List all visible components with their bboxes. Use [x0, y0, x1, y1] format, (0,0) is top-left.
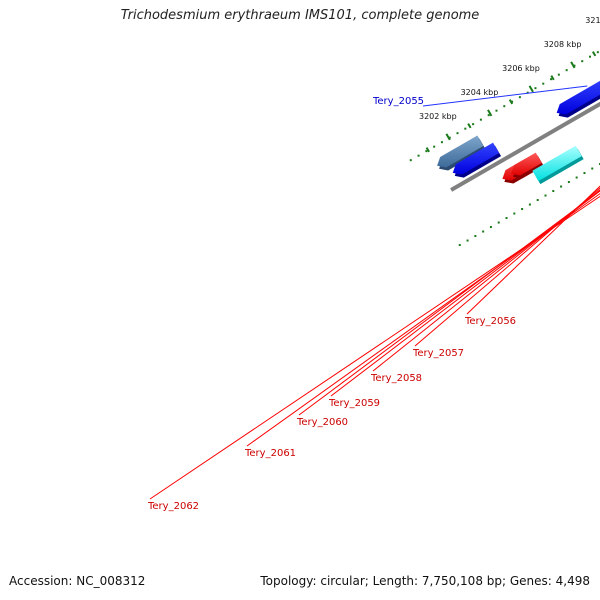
scale-dot: [464, 127, 467, 130]
scale-dot: [472, 123, 475, 126]
scale-dot: [479, 118, 482, 121]
gene-label-tery-2059: Tery_2059: [328, 398, 380, 409]
gene-leader-line: [298, 190, 600, 416]
gene-leader-line: [422, 85, 588, 107]
gene-label-tery-2055: Tery_2055: [372, 96, 424, 107]
gene-label-tery-2061: Tery_2061: [244, 448, 296, 459]
scale-dot: [487, 114, 490, 117]
scale-dot: [552, 190, 555, 193]
scale-dot: [482, 230, 485, 233]
feature-body: [556, 80, 600, 115]
kbp-minor-tick: [425, 147, 430, 153]
kbp-scale: 3202 kbp 3204 kbp 3206 kbp 3208 kbp 3210 kbp…: [419, 16, 600, 153]
scale-dot: [589, 55, 592, 58]
scale-dot: [503, 105, 506, 108]
feature-body: [452, 142, 500, 175]
feature-reverse-topright: [452, 142, 502, 178]
match-cyan-topright: [532, 145, 584, 185]
scale-dot: [534, 87, 537, 90]
scale-dot: [581, 60, 584, 63]
scale-dot: [596, 51, 599, 54]
scale-dot: [560, 185, 563, 188]
scale-dot: [466, 239, 469, 242]
scale-dot: [544, 194, 547, 197]
gene-label-tery-2057: Tery_2057: [412, 348, 464, 359]
scale-dot: [409, 159, 412, 162]
feature-body: [532, 145, 582, 182]
scale-dot: [505, 217, 508, 220]
scale-dot: [417, 154, 420, 157]
feature-red-topright-2: [511, 152, 544, 179]
scale-dot: [458, 244, 461, 247]
gene-leader-line: [246, 193, 600, 447]
kbp-minor-tick: [508, 99, 514, 105]
ring-layer: [409, 51, 600, 247]
scale-dot: [536, 199, 539, 202]
gene-leader-line: [330, 190, 600, 397]
scale-dot: [474, 235, 477, 238]
scale-dot: [513, 212, 516, 215]
gene-label-layer: Tery_2055 Tery_2056 Tery_2057 Tery_2058 Tery…: [147, 85, 600, 512]
scale-dot: [542, 82, 545, 85]
kbp-tick-mark: [570, 61, 576, 69]
kbp-tick-label: 3210 kbp: [585, 16, 600, 25]
scale-dot: [526, 91, 529, 94]
accession-text: Accession: NC_008312: [9, 574, 146, 588]
kbp-tick-mark: [487, 109, 493, 117]
kbp-tick-label: 3206 kbp: [502, 64, 540, 73]
scale-dot: [433, 145, 436, 148]
kbp-tick-label: 3202 kbp: [419, 112, 457, 121]
scale-dot: [557, 73, 560, 76]
scale-dot: [567, 181, 570, 184]
scale-dot: [518, 96, 521, 99]
scale-dot: [565, 69, 568, 72]
scale-dot: [497, 221, 500, 224]
gene-label-tery-2060: Tery_2060: [296, 417, 348, 428]
kbp-tick-label: 3204 kbp: [461, 88, 499, 97]
scale-dot: [489, 226, 492, 229]
feature-tery-2055: [556, 80, 600, 118]
kbp-tick-mark: [445, 133, 451, 141]
scale-dot: [528, 203, 531, 206]
scale-dot: [521, 208, 524, 211]
scale-dot: [591, 167, 594, 170]
feature-layer: [437, 80, 600, 185]
feature-body: [437, 135, 484, 168]
scale-dot: [425, 150, 428, 153]
scale-dot: [583, 172, 586, 175]
kbp-minor-tick: [467, 123, 472, 129]
kbp-minor-tick: [550, 75, 555, 81]
scale-dot: [575, 176, 578, 179]
kbp-minor-tick: [591, 51, 597, 57]
gene-leader-line: [149, 195, 600, 500]
gene-label-tery-2058: Tery_2058: [370, 373, 422, 384]
genome-summary-text: Topology: circular; Length: 7,750,108 bp…: [260, 574, 590, 588]
feature-steel-topright: [437, 135, 486, 171]
scale-dot: [550, 78, 553, 81]
kbp-tick-mark: [528, 85, 534, 93]
genome-backbone: [450, 101, 600, 192]
kbp-tick-label: 3208 kbp: [544, 40, 582, 49]
scale-dot: [440, 141, 443, 144]
scale-dot: [456, 132, 459, 135]
scale-dot: [495, 109, 498, 112]
gene-label-tery-2056: Tery_2056: [464, 316, 516, 327]
gene-label-tery-2062: Tery_2062: [147, 501, 199, 512]
map-title: Trichodesmium erythraeum IMS101, complet…: [120, 8, 480, 23]
inner-scale-ring: [458, 163, 600, 247]
feature-body: [511, 152, 542, 176]
outer-scale-ring: [409, 51, 599, 162]
